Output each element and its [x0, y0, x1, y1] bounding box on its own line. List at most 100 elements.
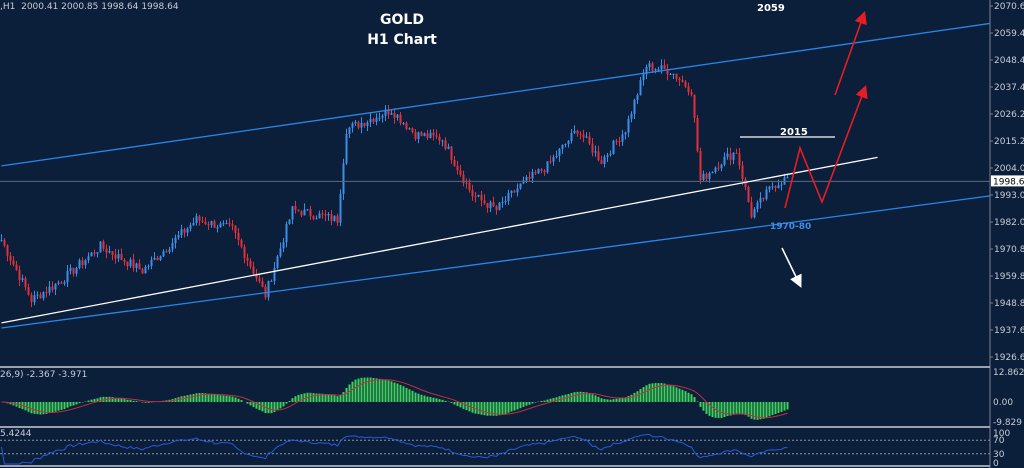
macd-bar [357, 378, 360, 402]
macd-bar [552, 397, 555, 402]
candle [51, 281, 54, 293]
symbol-info: ,H1 [0, 2, 16, 12]
candle-body [45, 292, 48, 294]
candle-body [159, 256, 162, 261]
candle [636, 93, 639, 105]
candle [537, 168, 540, 174]
macd-bar [402, 386, 405, 402]
candle [90, 251, 93, 257]
candle-body [354, 122, 357, 124]
candle [714, 166, 717, 174]
candle-body [132, 259, 135, 269]
macd-bar [324, 394, 327, 402]
candle [213, 219, 216, 228]
candle [390, 109, 393, 115]
chart-subtitle: H1 Chart [367, 32, 437, 48]
macd-bar [663, 383, 666, 402]
candle [486, 202, 489, 213]
candle [648, 60, 651, 71]
candle-body [558, 148, 561, 156]
candle-body [129, 259, 132, 267]
macd-bar [237, 398, 240, 402]
candle-body [93, 252, 96, 254]
candle [639, 76, 642, 96]
macd-bar [57, 402, 60, 411]
candle [393, 108, 396, 124]
candle-body [414, 131, 417, 140]
candle [348, 126, 351, 139]
chart-title: GOLD [380, 12, 424, 28]
candle-body [453, 159, 456, 166]
candle [147, 264, 150, 270]
candle [78, 258, 81, 270]
candle-body [252, 266, 255, 274]
candle [351, 121, 354, 133]
candle [69, 264, 72, 275]
candle [735, 148, 738, 154]
macd-bar [546, 399, 549, 402]
candle-body [726, 153, 729, 157]
candle-body [348, 127, 351, 135]
rsi-line [1, 433, 788, 465]
candle-body [516, 188, 519, 193]
candle [18, 265, 21, 286]
candle-body [762, 197, 765, 200]
candle [423, 132, 426, 137]
candle [780, 180, 783, 191]
candle [282, 237, 285, 253]
candle-body [294, 206, 297, 210]
macd-bar [246, 402, 249, 404]
candle-body [48, 286, 51, 293]
candle [93, 249, 96, 257]
candle-body [300, 211, 303, 216]
candle-body [6, 245, 9, 256]
candle [264, 284, 267, 300]
candle [318, 210, 321, 219]
macd-bar [372, 377, 375, 402]
candle [345, 128, 348, 165]
candle-body [336, 215, 339, 223]
candle-body [504, 201, 507, 203]
candle [138, 259, 141, 270]
candle-body [141, 269, 144, 274]
candle-body [642, 74, 645, 81]
candle-body [519, 183, 522, 189]
candle-body [192, 222, 195, 226]
candle-body [600, 160, 603, 164]
macd-bar [195, 393, 198, 402]
candle-body [84, 260, 87, 266]
candle [24, 276, 27, 291]
candle-body [540, 169, 543, 171]
candle-body [363, 122, 366, 126]
candle [483, 194, 486, 205]
candle [762, 197, 765, 202]
candle [141, 267, 144, 275]
macd-bar [39, 402, 42, 415]
candle [39, 292, 42, 299]
candle [441, 139, 444, 147]
macd-bar [282, 402, 285, 407]
rsi-tick-label: 100 [993, 429, 1010, 439]
candle [510, 190, 513, 198]
candle [228, 218, 231, 227]
candle-body [396, 114, 399, 118]
candle [129, 257, 132, 268]
macd-bar [144, 402, 147, 403]
candle-body [537, 169, 540, 174]
macd-bar [774, 402, 777, 415]
macd-bar [225, 395, 228, 402]
rsi-label: 5.4244 [0, 429, 32, 439]
macd-bar [510, 402, 513, 412]
macd-bar [285, 402, 288, 404]
candle [81, 257, 84, 269]
bearish-arrow [781, 247, 802, 288]
candle-body [618, 141, 621, 143]
candle [225, 219, 228, 225]
macd-bar [741, 402, 744, 415]
macd-bar [711, 402, 714, 418]
candle [687, 82, 690, 96]
candle [750, 196, 753, 219]
candle-body [51, 286, 54, 290]
candle-body [318, 213, 321, 219]
